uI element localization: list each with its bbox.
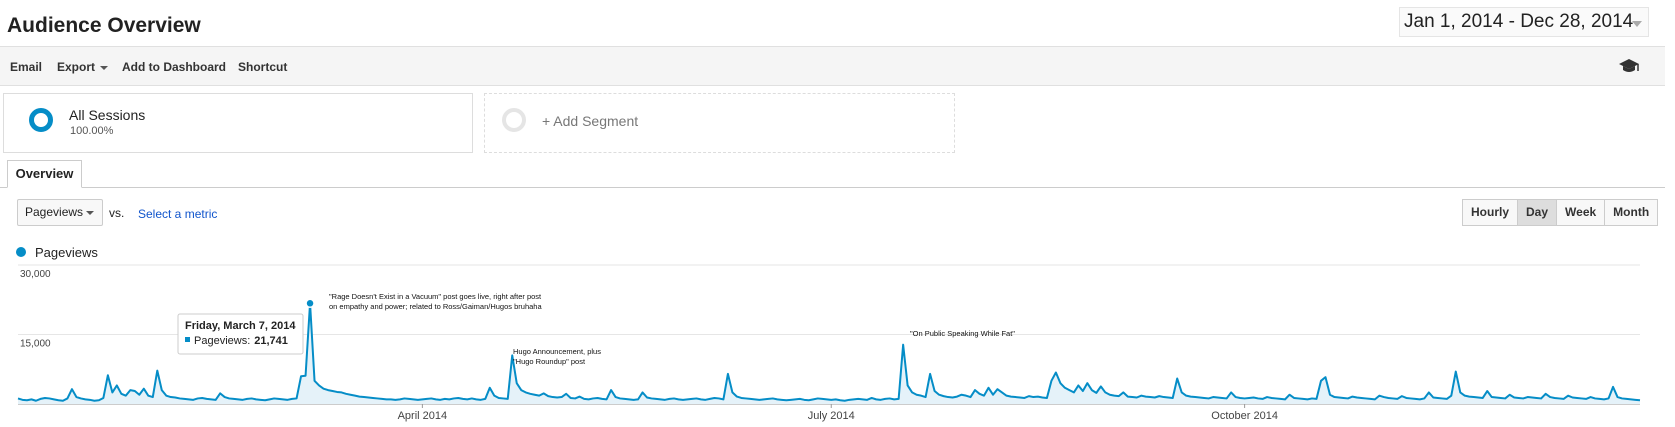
select-metric-link[interactable]: Select a metric [138, 207, 218, 221]
date-range-picker[interactable]: Jan 1, 2014 - Dec 28, 2014 [1399, 7, 1649, 37]
x-tick-label: October 2014 [1211, 410, 1278, 422]
export-button[interactable]: Export [57, 60, 109, 74]
y-tick-label: 15,000 [20, 339, 51, 350]
y-tick-label: 30,000 [20, 269, 51, 280]
annotation: "On Public Speaking While Fat" [910, 329, 1015, 338]
academy-icon[interactable] [1618, 57, 1640, 75]
x-tick-label: April 2014 [398, 410, 448, 422]
date-range: Jan 1, 2014 - Dec 28, 2014 [1404, 11, 1634, 32]
tooltip-swatch [185, 337, 190, 342]
annotation: "Hugo Roundup" post [513, 357, 586, 366]
annotation: on empathy and power; related to Ross/Ga… [329, 302, 542, 311]
export-label: Export [57, 60, 96, 74]
metric-dropdown[interactable]: Pageviews [17, 199, 103, 226]
tooltip-box [177, 313, 304, 355]
legend-marker [16, 247, 26, 257]
tab-divider [0, 187, 1665, 188]
toolbar: Email Export Add to Dashboard Shortcut [0, 46, 1665, 86]
segment-percent: 100.00% [70, 125, 114, 137]
interval-buttons: Hourly Day Week Month [1462, 199, 1659, 226]
annotation: "Rage Doesn't Exist in a Vacuum" post go… [329, 292, 542, 301]
interval-button[interactable]: Hourly [1462, 199, 1519, 226]
overview-tab[interactable]: Overview [7, 160, 82, 188]
segment-name: All Sessions [69, 107, 146, 123]
chart: Pageviews 15,000 30,000 April 2014 July 2014… [16, 245, 1641, 422]
email-button[interactable]: Email [10, 60, 43, 74]
metric-label: Pageviews [25, 205, 84, 219]
highlight-point [305, 298, 315, 309]
segment-card[interactable]: All Sessions 100.00% [3, 93, 473, 153]
page-title: Audience Overview [7, 14, 201, 37]
tooltip: Friday, March 7, 2014 Pageviews: 21,741 [177, 313, 304, 355]
tooltip-value: 21,741 [254, 335, 288, 347]
line [17, 302, 1641, 402]
tooltip-date: Friday, March 7, 2014 [185, 320, 296, 332]
add-segment-card[interactable]: + Add Segment [484, 93, 955, 153]
interval-button[interactable]: Week [1556, 199, 1606, 226]
tooltip-value-line: Pageviews: 21,741 [194, 335, 288, 347]
annotation: Hugo Announcement, plus [513, 347, 601, 356]
legend-label: Pageviews [35, 245, 98, 260]
vs-label: vs. [109, 206, 125, 220]
tooltip-label: Pageviews: [194, 335, 250, 347]
add-segment-label: + Add Segment [542, 113, 639, 129]
interval-button[interactable]: Day [1517, 199, 1558, 226]
interval-button[interactable]: Month [1604, 199, 1659, 226]
add-to-dashboard-button[interactable]: Add to Dashboard [122, 60, 226, 74]
x-tick-label: July 2014 [808, 410, 855, 422]
shortcut-button[interactable]: Shortcut [238, 60, 288, 74]
